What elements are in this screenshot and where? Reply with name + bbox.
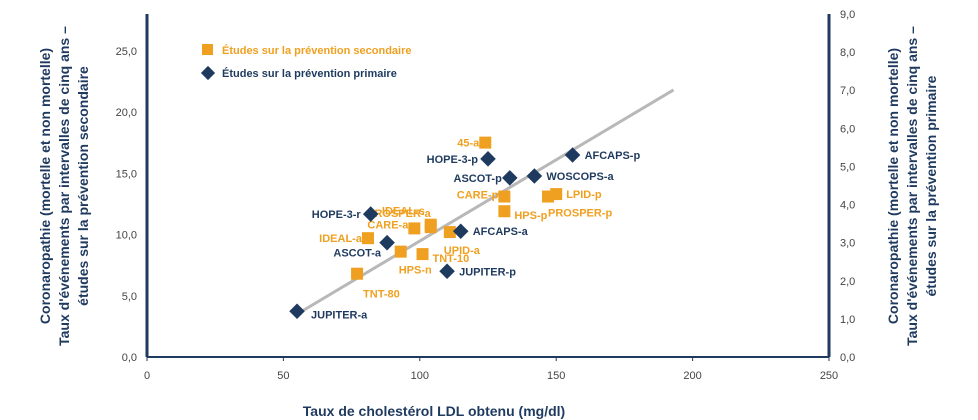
y-left-title-line3: études sur la prévention secondaire: [75, 66, 91, 306]
y-right-title-line2: Taux d'événements par intervalles de cin…: [904, 26, 920, 346]
point-label: HOPE-3-r: [312, 209, 362, 221]
secondary-point: [351, 267, 364, 280]
y-left-tick-label: 20,0: [116, 107, 137, 119]
y-right-tick-label: 8,0: [840, 47, 855, 59]
point-label: UPID-a: [444, 245, 481, 257]
primary-point: [439, 263, 455, 280]
legend: Études sur la prévention secondaire Étud…: [200, 44, 412, 81]
primary-point: [564, 147, 581, 163]
point-label: JUPITER-a: [311, 309, 368, 321]
point-label: TNT-10: [433, 253, 470, 265]
y-left-tick-label: 10,0: [116, 230, 137, 242]
point-label: HOPE-3-p: [427, 154, 479, 166]
secondary-point: [443, 226, 456, 239]
y-right-tick-labels: 0,0 1,0 2,0 3,0 4,0 5,0 6,0 7,0 8,0 9,0: [840, 9, 855, 364]
point-label: TNT-80: [363, 289, 400, 301]
primary-point: [452, 223, 469, 240]
y-left-tick-label: 0,0: [122, 352, 137, 364]
y-right-tick-label: 3,0: [840, 238, 855, 250]
trendline: [296, 88, 675, 316]
legend-secondary-label: Études sur la prévention secondaire: [222, 44, 412, 57]
y-right-tick-label: 2,0: [840, 276, 855, 288]
y-left-tick-label: 25,0: [116, 46, 137, 58]
x-tick-label: 250: [820, 370, 838, 382]
trendline-path: [296, 88, 675, 316]
point-label: JUPITER-p: [459, 266, 516, 278]
secondary-point: [394, 245, 407, 258]
primary-point: [526, 168, 543, 184]
secondary-point: [424, 221, 437, 234]
y-left-title-line2: Taux d'événements par intervalles de cin…: [56, 26, 72, 346]
primary-point: [379, 234, 395, 251]
x-tick-label: 0: [144, 370, 150, 382]
y-right-tick-label: 0,0: [840, 352, 855, 364]
primary-point: [480, 151, 496, 167]
y-right-tick-label: 7,0: [840, 85, 855, 97]
point-label: ASCOT-a: [333, 248, 382, 260]
legend-primary-marker: [200, 65, 216, 81]
secondary-point: [361, 232, 374, 245]
x-tick-labels: 0 50 100 150 200 250: [144, 357, 838, 382]
point-label: IDEAL-s: [382, 206, 425, 218]
point-label: PROSPER-a: [367, 208, 431, 220]
point-label: IDEAL-a: [319, 233, 363, 245]
legend-secondary-marker: [202, 44, 213, 55]
point-label: LPID-p: [566, 189, 602, 201]
secondary-point: [416, 248, 429, 261]
x-tick-label: 200: [683, 370, 701, 382]
secondary-point: [498, 190, 511, 203]
y-left-tick-label: 5,0: [122, 291, 137, 303]
y-left-axis-title: Coronaropathie (mortelle et non mortelle…: [37, 26, 91, 346]
point-label: HPS-n: [399, 265, 432, 277]
point-label: WOSCOPS-a: [546, 171, 614, 183]
y-right-tick-label: 1,0: [840, 314, 855, 326]
x-tick-label: 50: [277, 370, 289, 382]
secondary-point: [479, 136, 492, 149]
secondary-point: [408, 222, 421, 235]
secondary-point: [542, 190, 555, 203]
point-label: CARE-p: [457, 190, 499, 202]
y-right-tick-label: 5,0: [840, 161, 855, 173]
x-tick-label: 150: [547, 370, 565, 382]
point-label: CARE-a: [367, 219, 409, 231]
x-axis-title: Taux de cholestérol LDL obtenu (mg/dl): [303, 403, 565, 419]
point-label: 45-a: [457, 138, 480, 150]
point-label: AFCAPS-a: [473, 226, 529, 238]
primary-point: [362, 206, 379, 222]
y-left-title-line1: Coronaropathie (mortelle et non mortelle…: [37, 48, 53, 324]
y-right-title-line3: études sur la prévention primaire: [923, 75, 939, 296]
secondary-point: [498, 205, 511, 218]
y-right-tick-label: 9,0: [840, 9, 855, 21]
axes: [145, 14, 831, 358]
point-label: PROSPER-p: [548, 208, 612, 220]
y-right-tick-label: 4,0: [840, 200, 855, 212]
primary-point: [502, 170, 518, 186]
legend-primary-label: Études sur la prévention primaire: [222, 67, 397, 80]
y-right-tick-label: 6,0: [840, 123, 855, 135]
y-left-tick-labels: 0,0 5,0 10,0 15,0 20,0 25,0: [116, 46, 137, 364]
point-label: HPS-p: [514, 210, 547, 222]
y-right-title-line1: Coronaropathie (mortelle et non mortelle…: [885, 48, 901, 324]
y-left-tick-label: 15,0: [116, 168, 137, 180]
y-right-axis-title: Coronaropathie (mortelle et non mortelle…: [885, 26, 939, 346]
point-label: AFCAPS-p: [585, 150, 641, 162]
x-tick-label: 100: [411, 370, 429, 382]
primary-point: [289, 303, 305, 320]
point-label: ASCOT-p: [454, 173, 503, 185]
